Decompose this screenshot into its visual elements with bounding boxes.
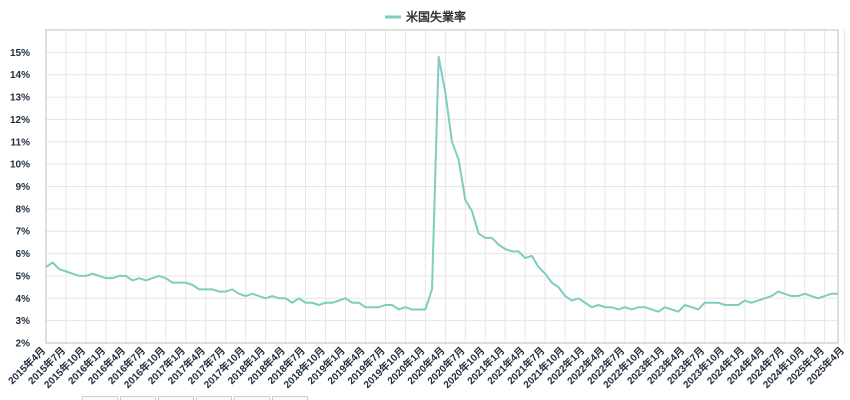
y-tick-label: 12%	[10, 115, 30, 126]
y-tick-label: 15%	[10, 48, 30, 59]
tab-2[interactable]	[120, 396, 156, 400]
y-tick-label: 2%	[16, 339, 31, 350]
y-tick-label: 6%	[16, 249, 31, 260]
y-axis: 2% 3% 4% 5% 6% 7% 8% 9% 10% 11% 12% 13% 14% 15%	[10, 48, 30, 350]
y-tick-label: 13%	[10, 93, 30, 104]
grid	[45, 30, 846, 344]
y-tick-label: 14%	[10, 70, 30, 81]
tab-6[interactable]	[272, 396, 308, 400]
y-tick-label: 4%	[16, 294, 31, 305]
tab-3[interactable]	[158, 396, 194, 400]
tab-4[interactable]	[196, 396, 232, 400]
y-tick-label: 11%	[11, 137, 31, 148]
y-tick-label: 9%	[16, 182, 31, 193]
y-tick-label: 8%	[16, 204, 31, 215]
tab-1[interactable]	[82, 396, 118, 400]
y-tick-label: 7%	[16, 227, 31, 238]
y-tick-label: 3%	[16, 316, 31, 327]
tab-strip[interactable]	[82, 396, 310, 400]
y-tick-label: 10%	[10, 160, 30, 171]
x-axis: 2015年4月2015年7月2015年10月2016年1月2016年4月2016…	[5, 344, 847, 391]
series-line-unemployment	[45, 55, 838, 313]
legend[interactable]: 米国失業率	[385, 9, 466, 24]
legend-label: 米国失業率	[406, 9, 466, 24]
y-tick-label: 5%	[16, 271, 31, 282]
series-layer	[45, 55, 838, 313]
plot-border	[45, 29, 839, 344]
tab-5[interactable]	[234, 396, 270, 400]
